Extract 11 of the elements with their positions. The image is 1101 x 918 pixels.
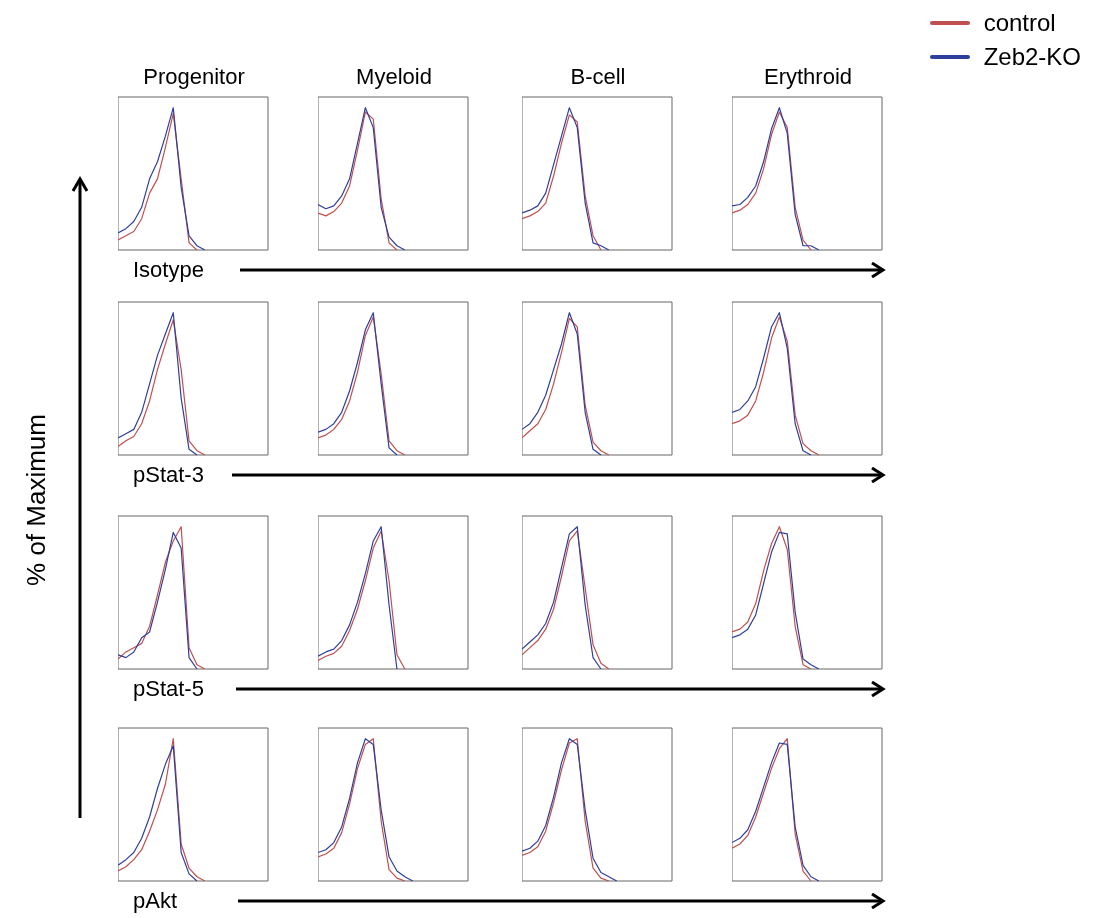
legend-label: Zeb2-KO bbox=[983, 42, 1081, 72]
y-axis-title: % of Maximum bbox=[20, 414, 52, 586]
x-axis-title: pStat-3 bbox=[133, 461, 204, 487]
x-axis-title: pStat-5 bbox=[133, 675, 204, 701]
legend-label: control bbox=[983, 8, 1056, 38]
x-axis-title: pAkt bbox=[133, 887, 178, 913]
x-axis-title: Isotype bbox=[133, 256, 204, 282]
chart-title: Myeloid bbox=[356, 63, 432, 89]
chart-title: Erythroid bbox=[763, 63, 853, 89]
chart-title: Progenitor bbox=[143, 63, 245, 89]
chart-title: B-cell bbox=[570, 63, 626, 89]
